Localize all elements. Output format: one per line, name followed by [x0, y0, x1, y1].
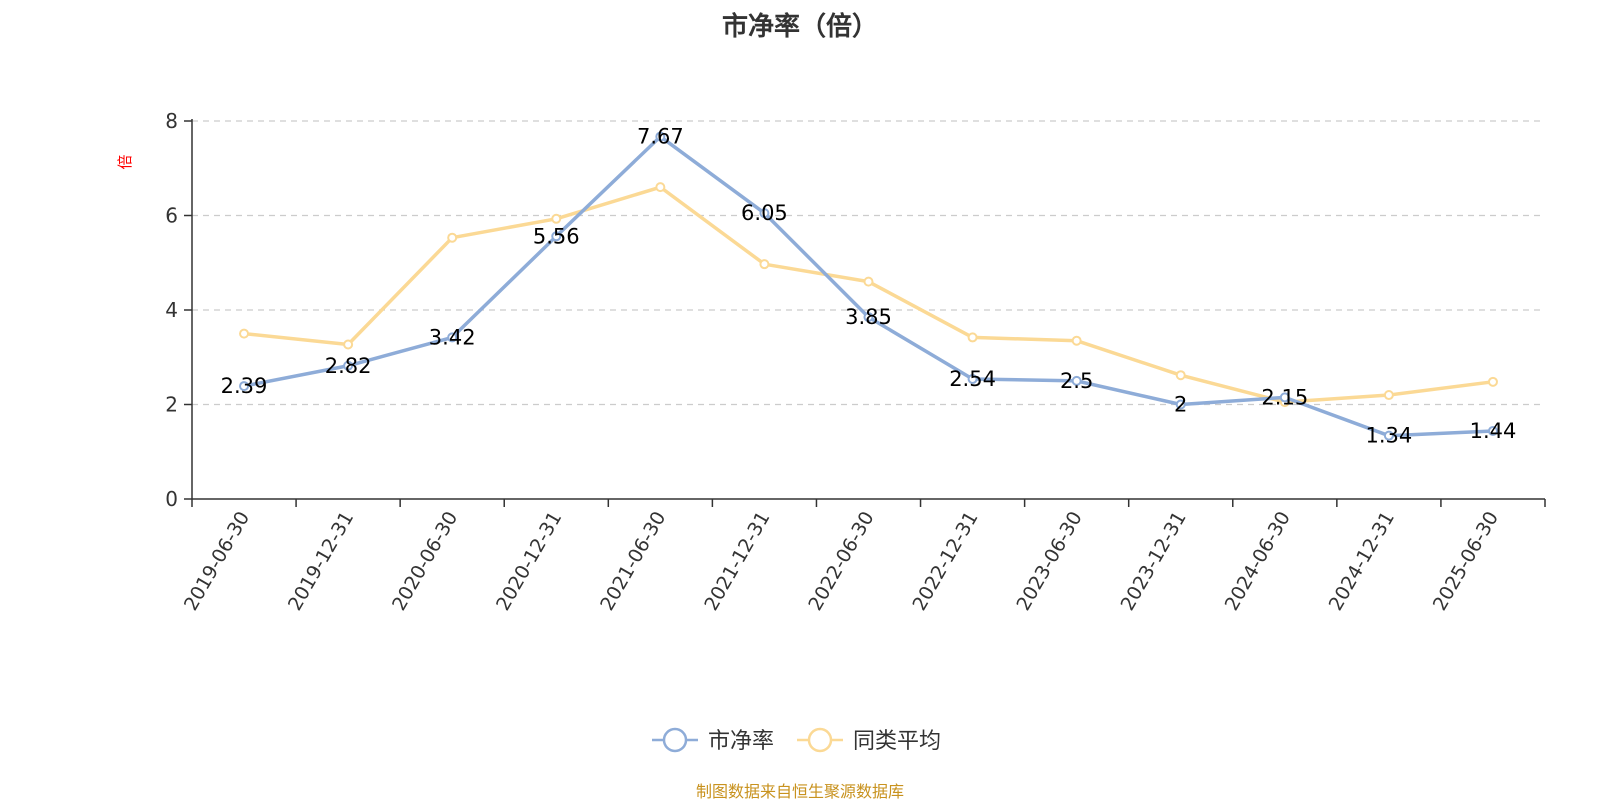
data-label: 3.42	[429, 325, 476, 349]
data-point[interactable]	[1071, 335, 1082, 346]
y-tick-label: 6	[165, 204, 178, 228]
data-point[interactable]	[759, 208, 770, 219]
series-main	[239, 131, 1498, 441]
data-point[interactable]	[1383, 430, 1394, 441]
legend-item-main[interactable]: 市净率	[652, 727, 774, 754]
legend-marker	[807, 727, 833, 753]
data-point[interactable]	[343, 339, 354, 350]
data-point[interactable]	[447, 232, 458, 243]
y-tick-label: 2	[165, 393, 178, 417]
data-point[interactable]	[863, 276, 874, 287]
data-label: 2.39	[221, 374, 268, 398]
data-point[interactable]	[759, 259, 770, 270]
x-tick-label: 2022-06-30	[804, 508, 878, 615]
x-tick-label: 2024-12-31	[1325, 508, 1399, 615]
data-label: 1.34	[1366, 424, 1413, 448]
data-point[interactable]	[967, 332, 978, 343]
data-label: 2.54	[949, 367, 996, 391]
x-tick-label: 2023-12-31	[1117, 508, 1191, 615]
data-label: 5.56	[533, 224, 580, 248]
data-label: 2	[1174, 393, 1187, 417]
series-average	[239, 182, 1498, 408]
legend[interactable]: 市净率 同类平均	[652, 727, 941, 754]
data-point[interactable]	[1487, 376, 1498, 387]
legend-marker	[662, 727, 688, 753]
y-tick-labels: 0 2 4 6 8	[165, 109, 178, 511]
y-tick-label: 8	[165, 109, 178, 133]
y-axis-unit-label: 倍	[116, 154, 134, 169]
data-point[interactable]	[1071, 375, 1082, 386]
grid-lines	[192, 120, 1545, 406]
legend-label: 市净率	[708, 729, 774, 754]
data-point[interactable]	[239, 328, 250, 339]
x-tick-label: 2021-12-31	[700, 508, 774, 615]
data-point[interactable]	[967, 373, 978, 384]
data-point[interactable]	[551, 213, 562, 224]
data-point[interactable]	[1279, 392, 1290, 403]
data-label: 2.82	[325, 354, 372, 378]
y-tick-label: 0	[165, 487, 178, 511]
axes	[184, 119, 1546, 507]
data-point[interactable]	[343, 360, 354, 371]
x-tick-label: 2019-06-30	[180, 508, 254, 615]
data-point[interactable]	[551, 231, 562, 242]
x-tick-label: 2020-06-30	[388, 508, 462, 615]
series-line	[243, 185, 1494, 404]
data-point[interactable]	[1175, 370, 1186, 381]
data-point[interactable]	[655, 131, 666, 142]
x-tick-label: 2024-06-30	[1221, 508, 1295, 615]
data-label: 2.5	[1060, 369, 1093, 393]
data-label: 3.85	[845, 305, 892, 329]
data-point[interactable]	[1383, 390, 1394, 401]
series-lines	[239, 131, 1498, 441]
data-label: 1.44	[1470, 419, 1517, 443]
legend-label: 同类平均	[853, 729, 941, 754]
data-label: 6.05	[741, 201, 788, 225]
data-point[interactable]	[1175, 399, 1186, 410]
y-tick-label: 4	[165, 298, 178, 322]
data-point[interactable]	[447, 332, 458, 343]
source-note: 制图数据来自恒生聚源数据库	[695, 782, 904, 801]
x-tick-label: 2019-12-31	[284, 508, 358, 615]
x-tick-label: 2022-12-31	[908, 508, 982, 615]
legend-item-average[interactable]: 同类平均	[797, 727, 941, 754]
x-tick-label: 2025-06-30	[1429, 508, 1503, 615]
data-label: 7.67	[637, 125, 684, 149]
x-tick-label: 2021-06-30	[596, 508, 670, 615]
x-tick-label: 2020-12-31	[492, 508, 566, 615]
x-tick-label: 2023-06-30	[1012, 508, 1086, 615]
data-point[interactable]	[1487, 425, 1498, 436]
data-point[interactable]	[239, 381, 250, 392]
data-label: 2.15	[1261, 385, 1308, 409]
chart-title: 市净率（倍）	[721, 12, 878, 42]
data-point[interactable]	[655, 182, 666, 193]
data-point[interactable]	[863, 312, 874, 323]
x-tick-labels: 2019-06-30 2019-12-31 2020-06-30 2020-12-31…	[180, 508, 1503, 615]
data-labels: 2.39 2.82 3.42 5.56 7.67 6.05 3.85 2.54 2.5 2 2.15…	[221, 125, 1517, 448]
